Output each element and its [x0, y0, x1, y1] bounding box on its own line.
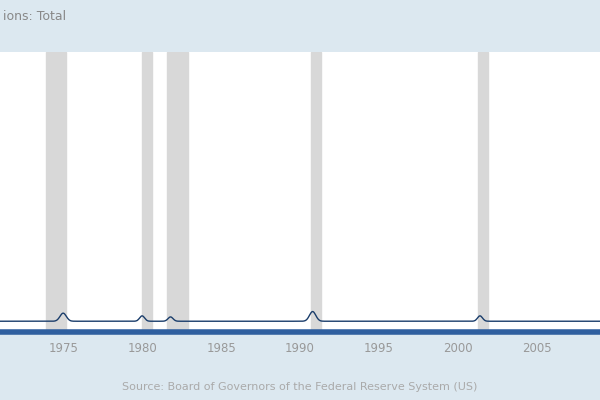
- Bar: [311, 52, 320, 332]
- Bar: [478, 52, 488, 332]
- Bar: [142, 52, 152, 332]
- Text: Source: Board of Governors of the Federal Reserve System (US): Source: Board of Governors of the Federa…: [122, 382, 478, 392]
- Bar: [46, 52, 67, 332]
- Bar: [167, 52, 188, 332]
- Text: ions: Total: ions: Total: [3, 10, 66, 23]
